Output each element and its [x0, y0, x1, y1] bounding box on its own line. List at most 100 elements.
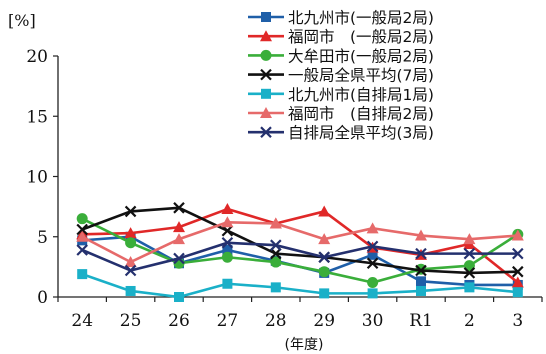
series-line [82, 235, 518, 287]
legend-label: 福岡市 (一般局2局) [288, 28, 434, 46]
x-axis-label: (年度) [285, 337, 324, 353]
data-point [173, 221, 185, 233]
legend-label: 一般局全県平均(7局) [288, 67, 434, 85]
y-tick-labels: 0 5 10 15 20 [26, 47, 58, 308]
series-line [81, 217, 519, 284]
legend-label: 北九州市(一般局2局) [288, 9, 434, 27]
data-point [173, 252, 185, 265]
data-point [173, 233, 185, 245]
legend-item: 北九州市(一般局2局) [248, 9, 434, 27]
legend-item: 一般局全県平均(7局) [248, 67, 434, 85]
legend-label: 北九州市(自排局1局) [288, 86, 434, 104]
data-point [415, 264, 427, 277]
x-tick-label: 3 [512, 311, 523, 331]
series-7 [76, 236, 524, 277]
y-tick-label: 20 [26, 47, 48, 67]
data-point [367, 277, 379, 289]
legend-item: 自排局全県平均(3局) [248, 124, 434, 142]
data-point [270, 239, 282, 251]
data-point [270, 282, 281, 293]
data-point [270, 247, 282, 260]
data-point [318, 233, 331, 245]
x-tick-label: 28 [265, 311, 287, 331]
data-point [512, 265, 524, 278]
data-point [367, 288, 378, 299]
data-point [221, 203, 234, 215]
legend-item: 福岡市 (自排局2局) [248, 105, 434, 123]
data-point [124, 205, 137, 218]
legend-label: 大牟田市(一般局2局) [288, 47, 434, 65]
data-point [511, 276, 524, 288]
data-point [415, 229, 427, 241]
data-point [77, 269, 88, 280]
series-2 [76, 203, 524, 288]
series-layer [76, 202, 524, 302]
data-point [221, 236, 234, 249]
series-1 [77, 231, 523, 290]
legend-item: 大牟田市(一般局2局) [248, 47, 434, 65]
data-point [318, 205, 331, 217]
data-point [367, 249, 378, 260]
data-point [366, 257, 379, 270]
data-point [463, 233, 476, 245]
x-tick-label: 29 [313, 311, 335, 331]
legend-marker [260, 107, 272, 118]
series-6 [76, 216, 524, 268]
series-5 [77, 269, 523, 302]
data-point [222, 245, 233, 256]
legend-marker [261, 88, 271, 99]
data-point [415, 247, 427, 260]
data-point [464, 282, 475, 293]
data-point [512, 247, 524, 260]
series-3 [76, 213, 524, 289]
data-point [366, 240, 379, 253]
y-tick-label: 10 [26, 168, 48, 188]
data-point [463, 267, 476, 279]
data-point [221, 224, 234, 237]
legend-marker [260, 49, 272, 61]
legend-marker [260, 30, 272, 42]
data-point [463, 260, 475, 272]
x-tick-label: 26 [168, 311, 190, 331]
legend: 北九州市(一般局2局)福岡市 (一般局2局)大牟田市(一般局2局) 一般局全県平均… [248, 9, 434, 142]
x-tick-label: 2 [464, 311, 475, 331]
series-line [81, 220, 518, 264]
data-point [76, 223, 88, 236]
data-point [221, 251, 233, 263]
legend-label: 福岡市 (自排局2局) [288, 105, 434, 123]
data-point [221, 216, 234, 228]
data-point [76, 244, 88, 256]
data-point [318, 251, 330, 264]
data-point [366, 222, 379, 234]
data-point [318, 266, 330, 278]
data-point [269, 217, 282, 229]
legend-marker [261, 12, 271, 22]
data-point [416, 285, 426, 296]
data-point [463, 247, 476, 260]
series-line [81, 206, 518, 275]
legend-item: 北九州市(自排局1局) [248, 86, 434, 104]
legend-marker [260, 126, 272, 138]
data-point [76, 230, 89, 242]
data-point [222, 278, 233, 289]
legend-marker [260, 68, 272, 81]
x-tick-label: 25 [120, 311, 142, 331]
y-tick-label: 15 [26, 107, 48, 127]
legend-label: 自排局全県平均(3局) [288, 124, 434, 142]
series-line [82, 207, 519, 284]
data-point [124, 256, 137, 268]
data-point [124, 264, 137, 277]
x-tick-label: 30 [362, 311, 384, 331]
x-tick-label: 27 [217, 311, 239, 331]
data-point [319, 288, 330, 299]
data-point [76, 213, 88, 225]
y-tick-label: 0 [37, 288, 48, 308]
data-point [416, 276, 426, 287]
data-point [124, 227, 137, 239]
series-line [81, 272, 518, 299]
data-point [174, 292, 184, 302]
data-point [125, 237, 137, 249]
series-line [81, 241, 518, 272]
x-tick-label: 24 [71, 311, 93, 331]
